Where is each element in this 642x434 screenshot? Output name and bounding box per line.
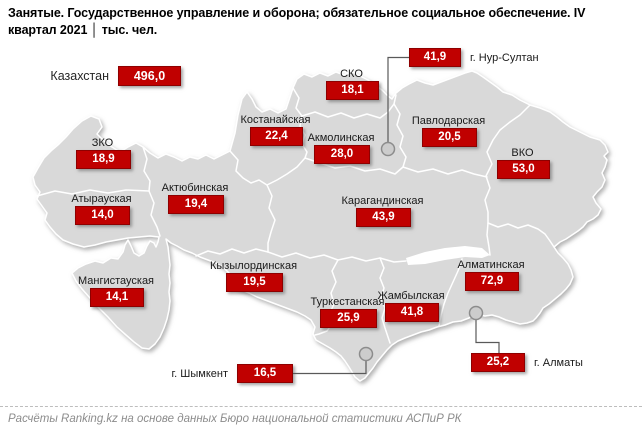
value-badge-aktobe: 19,4 xyxy=(168,195,224,214)
city-marker-nur-sultan xyxy=(380,141,396,157)
region-label-turkestan: Туркестанская xyxy=(310,296,385,308)
value-badge-akmola: 28,0 xyxy=(314,145,370,164)
region-label-shymkent: г. Шымкент xyxy=(171,367,229,380)
chart-title: Занятые. Государственное управление и об… xyxy=(8,5,634,39)
source-note: Расчёты Ranking.kz на основе данных Бюро… xyxy=(0,406,642,425)
region-label-vko: ВКО xyxy=(511,147,534,159)
lake-balkhash xyxy=(406,246,490,265)
region-label-zhambyl: Жамбылская xyxy=(377,290,445,302)
region-label-sko: СКО xyxy=(340,68,363,80)
value-badge-vko: 53,0 xyxy=(497,160,550,179)
city-marker-almaty xyxy=(468,305,484,321)
region-label-almaty-region: Алматинская xyxy=(457,259,525,271)
region-label-pavlodar: Павлодарская xyxy=(411,115,486,127)
value-badge-almaty-city: 25,2 xyxy=(471,353,525,372)
region-label-atyrau: Атырауская xyxy=(71,193,132,205)
region-label-kyzylorda: Кызылординская xyxy=(209,260,298,272)
region-label-nur-sultan: г. Нур-Султан xyxy=(470,51,539,64)
region-label-akmola: Акмолинская xyxy=(307,132,375,144)
value-badge-kostanay: 22,4 xyxy=(250,127,303,146)
country-silhouette xyxy=(32,70,609,382)
value-badge-karaganda: 43,9 xyxy=(356,208,411,227)
region-label-karaganda: Карагандинская xyxy=(341,195,424,207)
value-badge-sko: 18,1 xyxy=(326,81,379,100)
value-badge-kazakhstan: 496,0 xyxy=(118,66,181,86)
region-label-aktobe: Актюбинская xyxy=(161,182,229,194)
chart-title-line1: Занятые. Государственное управление и об… xyxy=(8,6,586,20)
value-badge-zko: 18,9 xyxy=(76,150,131,169)
value-badge-almaty-region: 72,9 xyxy=(465,272,519,291)
chart-title-line2: квартал 2021 │ тыс. чел. xyxy=(8,23,158,37)
region-label-almaty-city: г. Алматы xyxy=(534,356,583,369)
value-badge-nur-sultan: 41,9 xyxy=(409,48,461,67)
value-badge-zhambyl: 41,8 xyxy=(385,303,439,322)
callout-line-almaty xyxy=(475,319,500,353)
callout-connectors xyxy=(293,56,500,375)
callout-line-shymkent xyxy=(293,360,367,375)
region-label-zko: ЗКО xyxy=(91,137,114,149)
callout-line-nur-sultan xyxy=(387,56,409,143)
value-badge-turkestan: 25,9 xyxy=(320,309,377,328)
value-badge-pavlodar: 20,5 xyxy=(422,128,477,147)
value-badge-mangystau: 14,1 xyxy=(90,288,144,307)
region-label-kostanay: Костанайская xyxy=(240,114,311,126)
value-badge-atyrau: 14,0 xyxy=(75,206,130,225)
region-label-kazakhstan: Казахстан xyxy=(50,69,109,83)
value-badge-shymkent: 16,5 xyxy=(237,364,293,383)
city-marker-shymkent xyxy=(358,346,374,362)
city-markers xyxy=(358,141,484,362)
value-badge-kyzylorda: 19,5 xyxy=(226,273,283,292)
region-label-mangystau: Мангистауская xyxy=(77,275,155,287)
